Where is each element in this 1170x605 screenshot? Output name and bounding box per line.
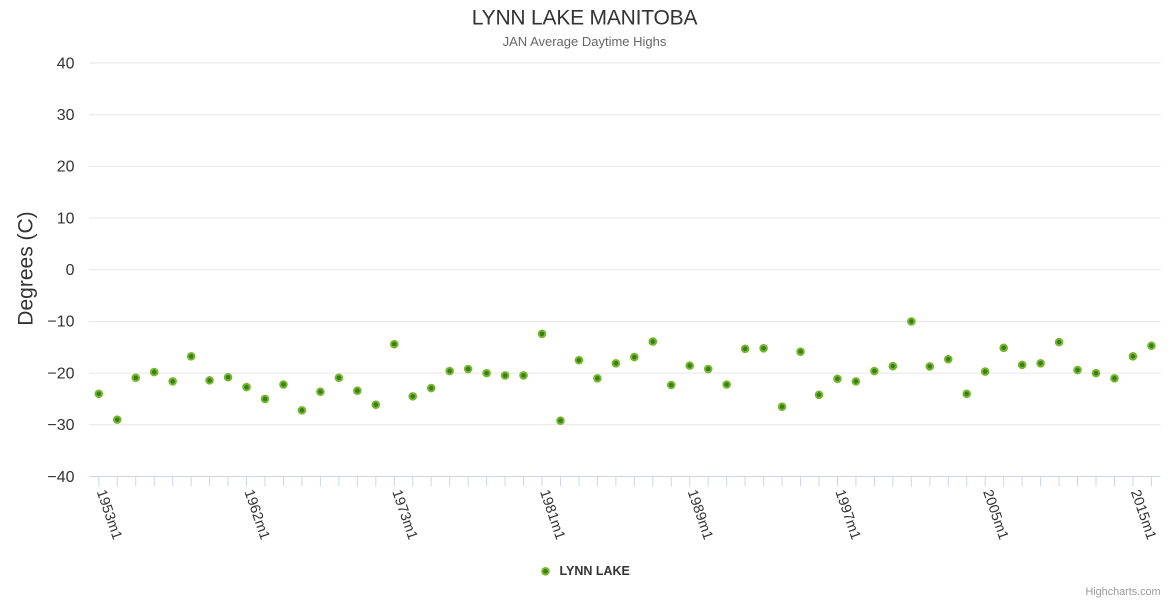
svg-text:30: 30: [57, 107, 75, 124]
svg-text:LYNN LAKE: LYNN LAKE: [560, 564, 630, 578]
svg-text:−10: −10: [47, 314, 74, 331]
svg-text:20: 20: [57, 159, 75, 176]
svg-text:−30: −30: [47, 417, 74, 434]
svg-text:Degrees (C): Degrees (C): [15, 211, 38, 325]
svg-text:LYNN LAKE MANITOBA: LYNN LAKE MANITOBA: [472, 7, 698, 30]
svg-text:Highcharts.com: Highcharts.com: [1085, 586, 1160, 598]
svg-text:−40: −40: [47, 469, 74, 486]
svg-text:10: 10: [57, 210, 75, 227]
svg-text:40: 40: [57, 55, 75, 72]
svg-text:−20: −20: [47, 365, 74, 382]
svg-text:0: 0: [66, 262, 75, 279]
svg-text:JAN Average Daytime Highs: JAN Average Daytime Highs: [503, 34, 667, 49]
